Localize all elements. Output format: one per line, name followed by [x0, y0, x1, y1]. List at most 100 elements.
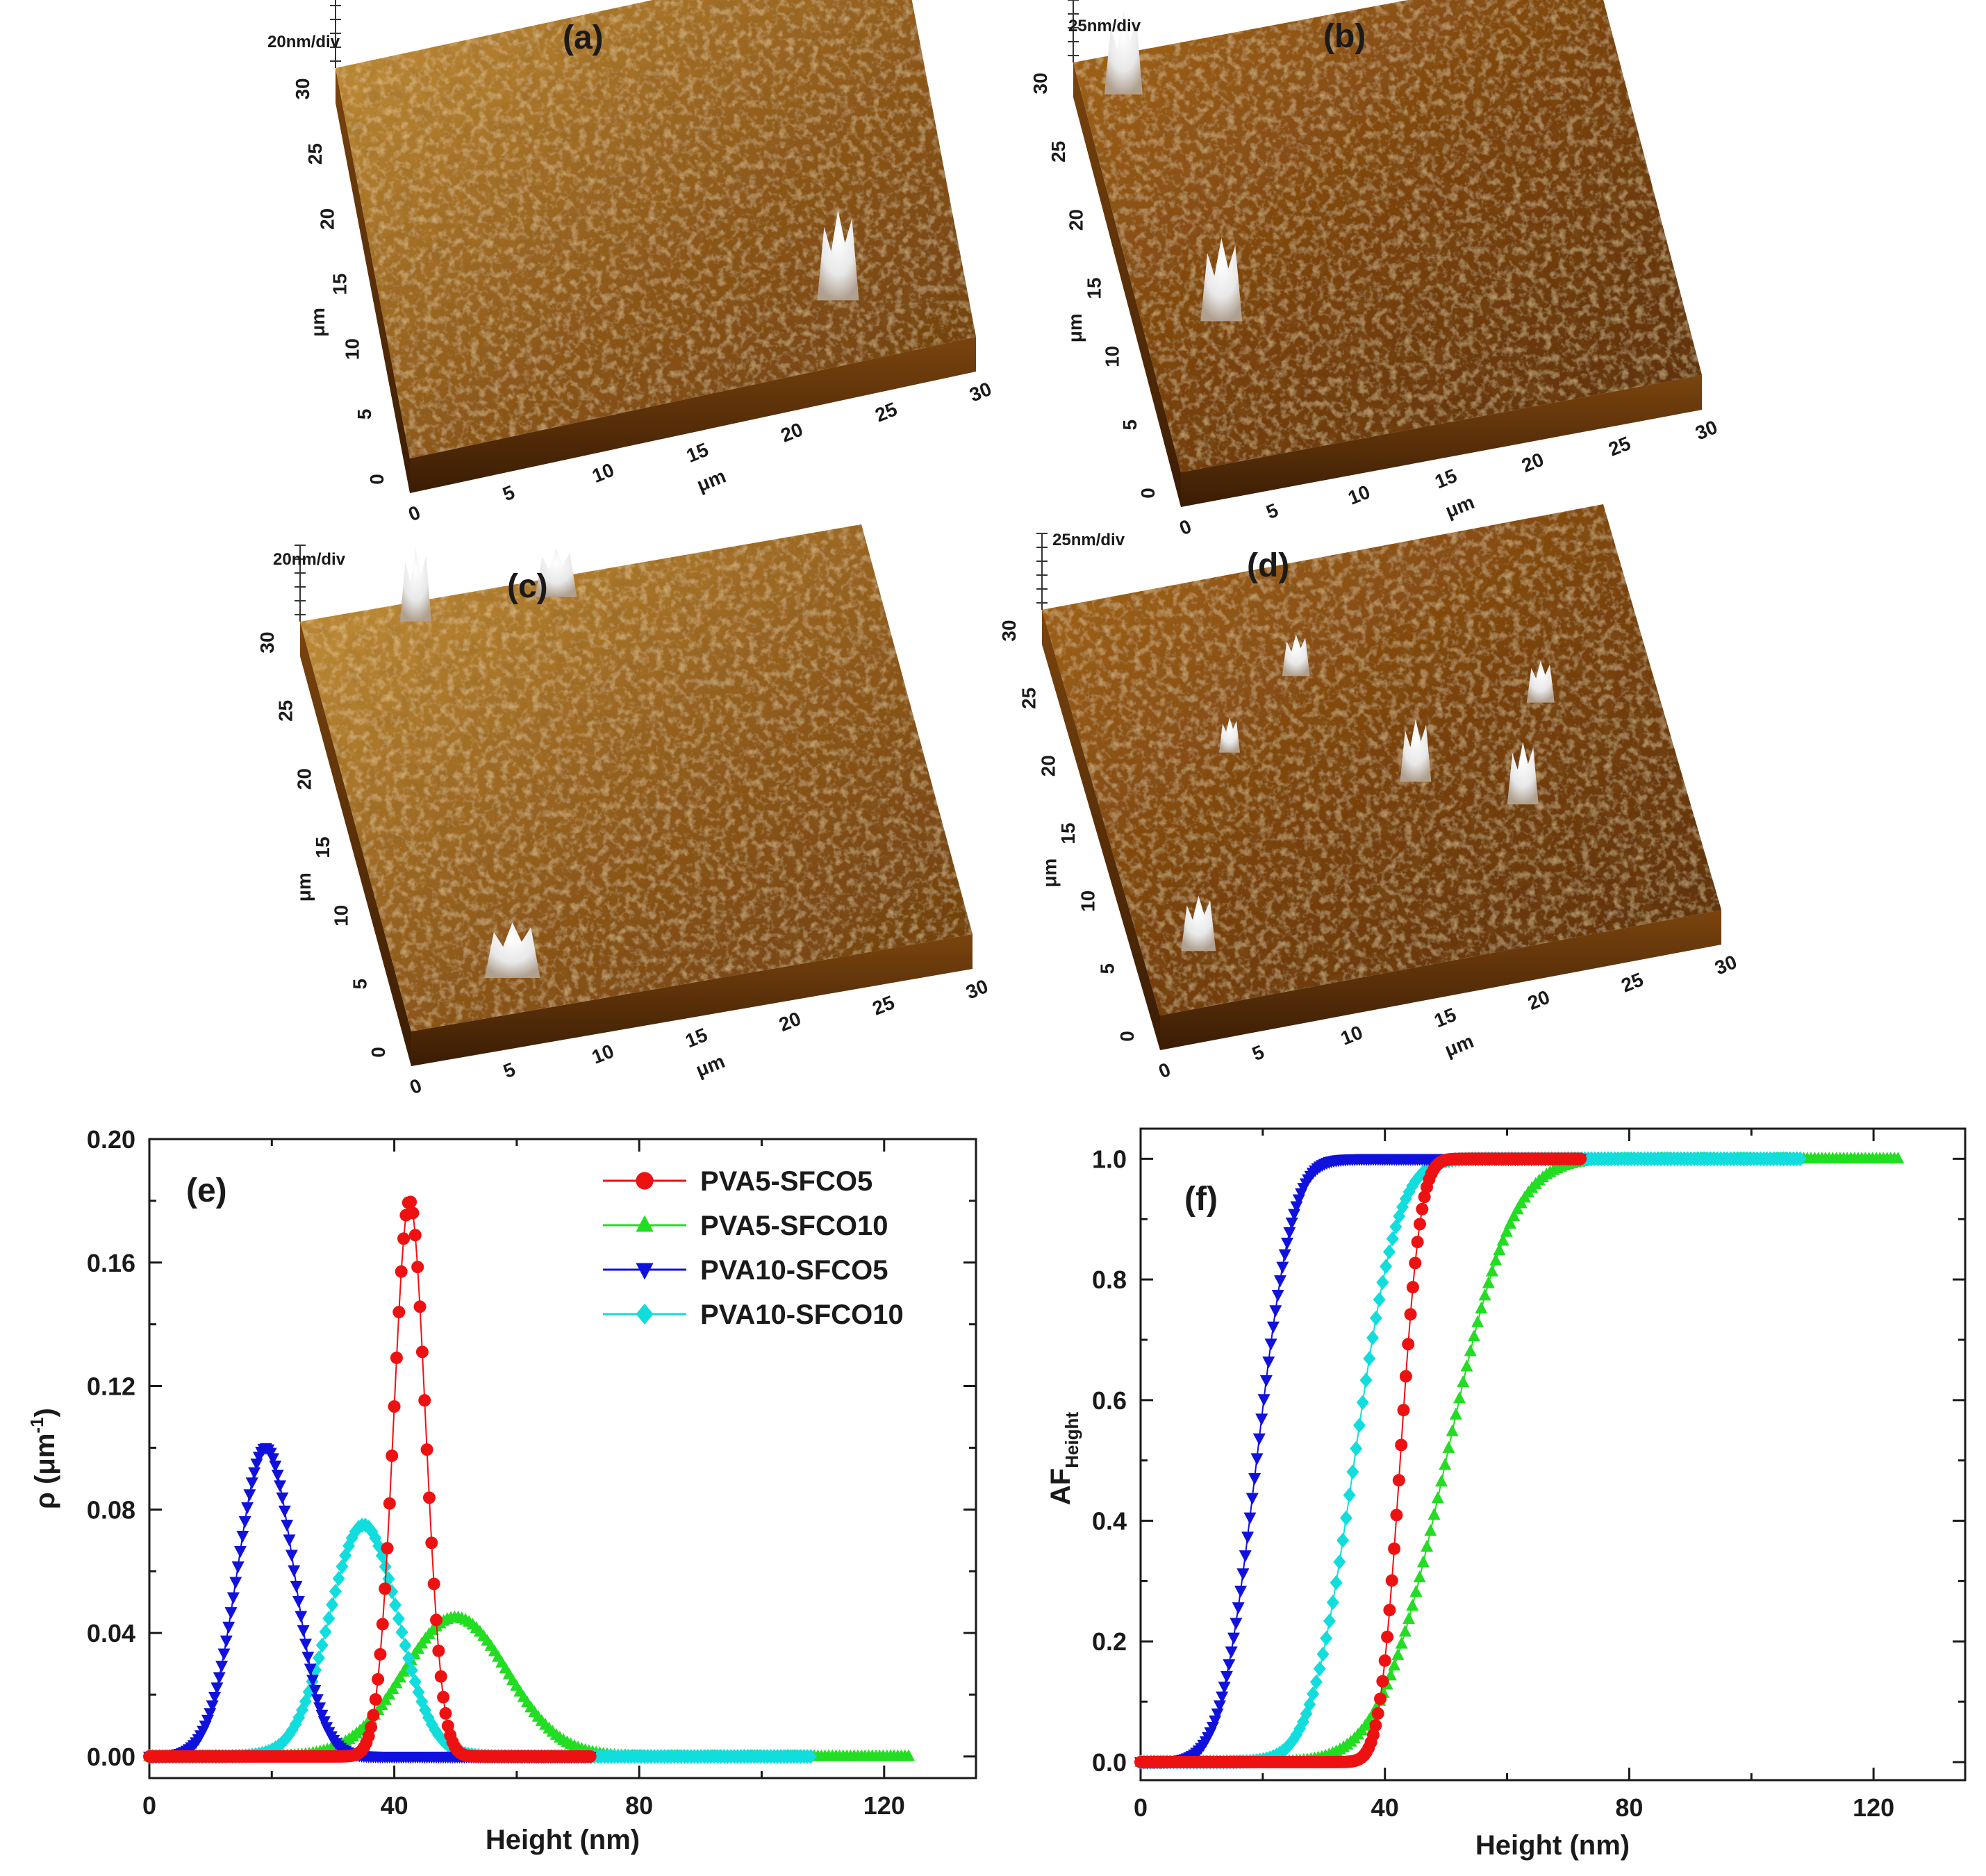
afm-y-tick: 10 — [341, 338, 363, 360]
y-tick-label: 0.6 — [1092, 1386, 1127, 1415]
afm-y-tick: 30 — [1029, 72, 1051, 94]
data-point — [217, 1648, 231, 1661]
data-point — [1359, 1372, 1373, 1388]
data-point — [283, 1534, 296, 1547]
data-point — [1398, 1625, 1412, 1637]
afm-y-tick: 30 — [292, 78, 313, 99]
data-point — [1243, 1512, 1257, 1525]
data-point — [309, 1662, 322, 1678]
data-point — [1283, 1227, 1296, 1239]
chart-e-y-title-close: ) — [30, 1408, 60, 1417]
afm-x-tick: 10 — [589, 1040, 618, 1068]
data-point — [392, 1306, 406, 1319]
data-point — [902, 1749, 916, 1761]
data-point — [241, 1502, 254, 1514]
data-point — [381, 1542, 394, 1555]
afm-y-tick: 15 — [1057, 822, 1079, 844]
afm-front-side — [1181, 375, 1702, 507]
data-point — [1236, 1568, 1250, 1581]
data-point — [1262, 1356, 1275, 1369]
data-point — [1449, 1407, 1462, 1420]
data-point — [1460, 1359, 1473, 1372]
afm-x-tick: 10 — [1345, 481, 1373, 508]
data-point — [1399, 1370, 1412, 1383]
data-point — [1442, 1441, 1455, 1453]
afm-x-tick: 20 — [778, 418, 806, 446]
data-point — [1500, 1225, 1513, 1237]
afm-panel-label: (a) — [563, 19, 604, 56]
afm-peak — [1400, 719, 1432, 782]
data-point — [374, 1647, 387, 1661]
chart-e-y-title-sup: -1 — [26, 1417, 47, 1433]
data-point — [1507, 1209, 1521, 1222]
data-point — [1211, 1708, 1224, 1720]
data-point — [1388, 1542, 1401, 1555]
data-point — [1378, 1654, 1391, 1667]
afm-y-unit: μm — [1039, 858, 1061, 888]
data-point — [1371, 1707, 1384, 1720]
data-point — [1794, 1151, 1807, 1167]
data-point — [1376, 1675, 1389, 1688]
afm-panel-c: 20nm/div (c) 0 5 10 15 20 25 30 μm 0 5 10 15 20 25 30 μm — [256, 524, 991, 1098]
afm-x-tick: 25 — [1605, 432, 1634, 460]
data-point — [1356, 1395, 1369, 1411]
data-point — [288, 1565, 301, 1577]
data-point — [312, 1650, 325, 1666]
afm-scale-label: 20nm/div — [273, 550, 346, 569]
data-point — [311, 1694, 324, 1707]
data-point — [220, 1635, 233, 1647]
afm-surface-texture — [300, 524, 973, 1031]
afm-x-tick: 30 — [1692, 416, 1721, 444]
data-point — [295, 1611, 308, 1623]
chart-e-series — [143, 1195, 916, 1764]
afm-x-tick: 20 — [1525, 986, 1553, 1014]
afm-x-tick: 25 — [870, 991, 898, 1019]
data-point — [229, 1577, 242, 1589]
data-point — [390, 1351, 403, 1364]
data-point — [304, 1663, 317, 1676]
y-tick-label: 0.08 — [87, 1495, 135, 1524]
data-point — [274, 1480, 287, 1493]
afm-y-tick: 25 — [1018, 688, 1039, 709]
afm-x-tick: 0 — [405, 501, 423, 526]
data-point — [1316, 1646, 1330, 1662]
data-point — [1363, 1351, 1376, 1366]
data-point — [383, 1497, 396, 1510]
afm-peak — [484, 922, 540, 978]
data-point — [1373, 1292, 1386, 1307]
afm-peak — [1526, 661, 1555, 703]
data-point — [379, 1582, 392, 1595]
data-point — [1391, 1647, 1405, 1660]
afm-x-tick: 25 — [872, 398, 900, 426]
data-point — [1220, 1670, 1233, 1683]
data-point — [405, 1663, 418, 1678]
data-point — [1386, 1231, 1399, 1247]
data-point — [425, 1536, 438, 1550]
afm-y-tick: 5 — [1097, 963, 1118, 974]
data-point — [1330, 1575, 1343, 1591]
data-point — [1273, 1275, 1286, 1288]
afm-panel-a: 20nm/div (a) 0 5 10 15 20 25 30 μm 0 5 10 15 20 25 30 μm — [267, 0, 995, 525]
data-point — [1374, 1692, 1387, 1705]
afm-x-unit: μm — [1441, 1030, 1477, 1061]
afm-scale-label: 20nm/div — [267, 33, 340, 51]
data-point — [372, 1672, 385, 1686]
data-point — [434, 1670, 447, 1683]
data-point — [233, 1545, 247, 1558]
afm-front-side — [411, 934, 973, 1066]
data-point — [1369, 1310, 1382, 1326]
afm-scale-label: 25nm/div — [1052, 531, 1125, 549]
afm-peak — [1104, 11, 1143, 94]
afm-x-tick: 30 — [963, 975, 991, 1003]
data-point — [1471, 1315, 1484, 1327]
data-point — [1397, 1404, 1410, 1417]
y-tick-label: 0.20 — [87, 1125, 135, 1154]
afm-left-side — [1073, 63, 1181, 507]
data-point — [369, 1693, 382, 1706]
chart-e-panel-label: (e) — [186, 1172, 227, 1209]
data-point — [1252, 1433, 1266, 1445]
data-point — [1439, 1457, 1452, 1470]
data-point — [1383, 1604, 1396, 1617]
chart-f-ticks: 0 40 80 120 0.0 0.2 0.4 0.6 0.8 1.0 — [1092, 1129, 1965, 1822]
